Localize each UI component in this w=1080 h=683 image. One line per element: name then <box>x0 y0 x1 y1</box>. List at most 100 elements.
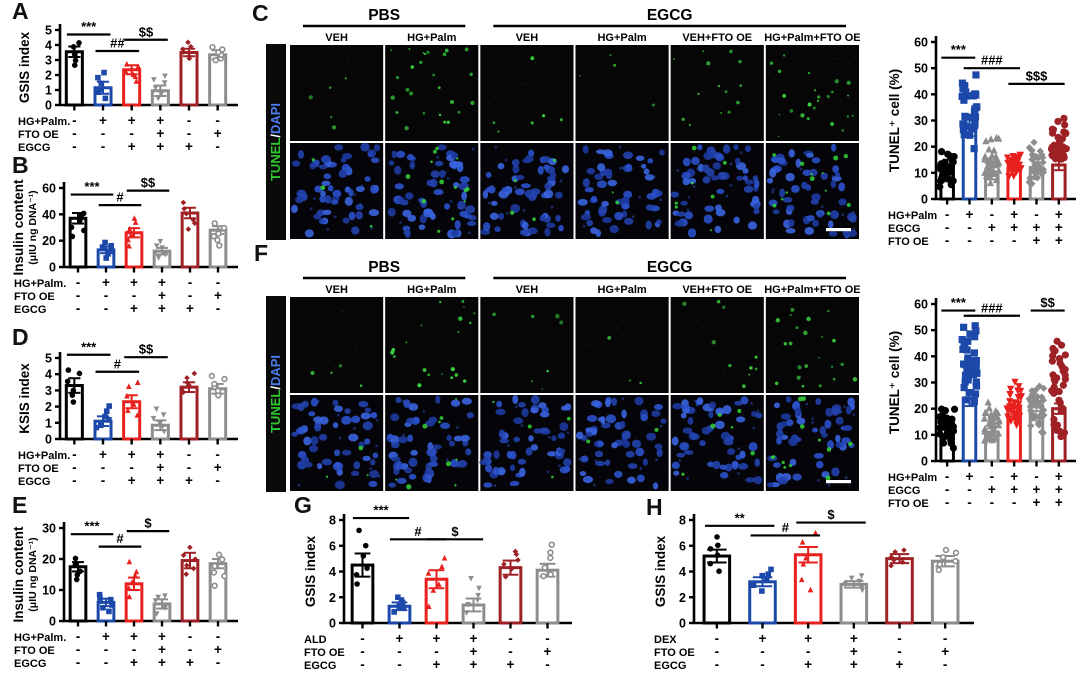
svg-text:FTO OE: FTO OE <box>18 463 59 475</box>
data-point <box>208 372 216 380</box>
svg-text:-: - <box>360 644 365 659</box>
data-point <box>759 572 766 579</box>
data-point <box>1050 420 1058 429</box>
data-point <box>972 378 980 386</box>
svg-text:+: + <box>1033 495 1041 510</box>
svg-text:VEH: VEH <box>325 284 348 296</box>
svg-text:-: - <box>104 288 109 303</box>
svg-text:$: $ <box>144 516 152 531</box>
data-point <box>221 572 228 580</box>
microscopy-panel-f: PBS EGCG VEH HG+Palm VEH HG+Palm VEH+FTO OE HG+… <box>266 256 861 492</box>
data-point <box>1030 152 1039 160</box>
data-point <box>981 427 989 435</box>
data-point <box>1006 385 1015 393</box>
svg-text:-: - <box>104 642 109 657</box>
svg-text:+: + <box>966 207 974 222</box>
data-point <box>126 242 132 249</box>
svg-text:2: 2 <box>45 69 52 83</box>
svg-text:20: 20 <box>914 402 928 416</box>
micrograph-tile <box>765 45 859 141</box>
panel-letter-e: E <box>12 492 28 518</box>
svg-text:8: 8 <box>679 514 686 528</box>
data-point <box>1011 378 1019 386</box>
data-point <box>945 421 953 429</box>
svg-text:6: 6 <box>329 539 336 553</box>
svg-text:0: 0 <box>45 99 52 113</box>
data-point <box>215 230 222 237</box>
panel-letter-a: A <box>12 0 29 24</box>
svg-text:0: 0 <box>45 433 52 447</box>
data-point <box>1032 386 1040 394</box>
svg-text:TUNEL⁺ cell (%): TUNEL⁺ cell (%) <box>887 69 902 172</box>
data-point <box>133 78 140 84</box>
svg-text:0: 0 <box>921 455 928 469</box>
data-point <box>395 594 401 601</box>
data-point <box>1061 371 1069 379</box>
bar <box>885 557 914 625</box>
data-point <box>179 46 186 52</box>
data-point <box>362 542 369 549</box>
svg-text:+: + <box>966 469 974 484</box>
data-point <box>1039 158 1047 166</box>
micrograph-tile <box>670 297 764 393</box>
micrograph-tile <box>290 297 384 393</box>
svg-text:40: 40 <box>914 350 928 364</box>
data-point <box>185 39 191 46</box>
svg-text:-: - <box>990 469 995 484</box>
svg-text:+: + <box>1055 482 1063 497</box>
svg-text:TUNEL⁺ cell (%): TUNEL⁺ cell (%) <box>887 331 902 434</box>
svg-text:$: $ <box>827 507 835 522</box>
data-point <box>807 586 814 593</box>
svg-text:-: - <box>188 275 193 290</box>
svg-text:PBS: PBS <box>368 259 400 276</box>
svg-text:FTO OE: FTO OE <box>14 645 55 657</box>
svg-text:30: 30 <box>42 522 56 536</box>
data-point <box>162 593 168 599</box>
svg-text:-: - <box>188 642 193 657</box>
svg-text:+: + <box>128 447 136 462</box>
data-point <box>939 554 947 561</box>
svg-text:+: + <box>158 301 166 316</box>
svg-text:-: - <box>101 473 106 488</box>
data-point <box>157 238 164 245</box>
data-point <box>994 429 1003 437</box>
data-point <box>1055 396 1063 404</box>
data-point <box>103 408 110 414</box>
data-point <box>152 249 159 256</box>
svg-text:0: 0 <box>49 261 56 275</box>
svg-text:+: + <box>470 657 478 672</box>
svg-text:-: - <box>76 275 81 290</box>
svg-text:-: - <box>216 655 221 670</box>
svg-text:4: 4 <box>329 565 336 579</box>
svg-text:##: ## <box>110 36 125 51</box>
data-point <box>965 388 973 397</box>
svg-text:+: + <box>128 139 136 154</box>
data-point <box>122 68 129 74</box>
data-point <box>155 95 162 102</box>
data-point <box>1034 154 1042 163</box>
data-point <box>1014 404 1022 412</box>
svg-text:-: - <box>360 631 365 646</box>
data-point <box>972 381 981 390</box>
svg-text:$$: $$ <box>139 342 154 357</box>
svg-text:EGCG: EGCG <box>647 7 693 24</box>
svg-text:FTO OE: FTO OE <box>14 291 55 303</box>
data-point <box>888 554 895 560</box>
data-point <box>153 406 160 413</box>
data-point <box>966 368 974 377</box>
data-point <box>80 210 87 217</box>
data-point <box>970 349 978 357</box>
data-point <box>1061 121 1069 129</box>
data-point <box>548 541 555 548</box>
data-point <box>984 398 992 406</box>
svg-text:-: - <box>945 495 950 510</box>
data-point <box>1053 426 1061 434</box>
data-point <box>1054 133 1062 141</box>
data-point <box>439 563 445 570</box>
svg-text:+: + <box>1010 220 1018 235</box>
svg-text:4: 4 <box>45 39 52 53</box>
data-point <box>961 343 969 352</box>
svg-text:-: - <box>508 631 513 646</box>
data-point <box>768 566 774 573</box>
